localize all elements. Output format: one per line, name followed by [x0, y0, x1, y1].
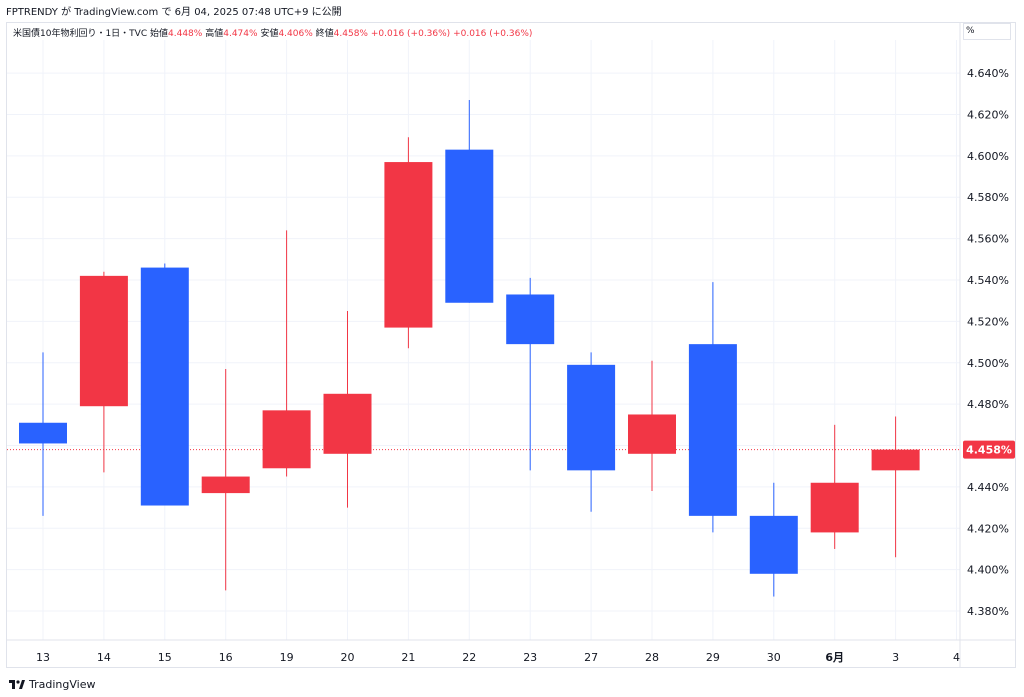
open-value: 4.448%	[168, 29, 203, 39]
candle-body	[140, 267, 189, 506]
x-tick-label: 21	[401, 651, 415, 664]
candle-body	[567, 364, 616, 471]
candle-body	[384, 162, 433, 328]
last-price-tag-label: 4.458%	[966, 444, 1012, 457]
change-value-2: +0.016 (+0.36%)	[453, 29, 533, 39]
close-label: 終値	[315, 29, 334, 39]
y-tick-label: 4.580%	[967, 191, 1009, 204]
y-tick-label: 4.440%	[967, 481, 1009, 494]
candle-body	[810, 482, 859, 533]
x-tick-label: 29	[706, 651, 720, 664]
open-label: 始値	[150, 29, 169, 39]
x-tick-label: 22	[462, 651, 476, 664]
high-value: 4.474%	[223, 29, 258, 39]
y-tick-label: 4.500%	[967, 357, 1009, 370]
x-tick-label: 6月	[825, 651, 844, 664]
y-tick-label: 4.540%	[967, 274, 1009, 287]
x-tick-label: 14	[97, 651, 111, 664]
x-tick-label: 30	[767, 651, 781, 664]
candle-body	[262, 410, 311, 469]
x-tick-label: 20	[341, 651, 355, 664]
high-label: 高値	[205, 29, 224, 39]
close-value: 4.458%	[333, 29, 368, 39]
candle-body	[749, 515, 798, 574]
candle-body	[506, 294, 555, 345]
low-value: 4.406%	[278, 29, 313, 39]
ohlc-legend: 米国債10年物利回り・1日・TVC 始値4.448% 高値4.474% 安値4.…	[13, 26, 532, 39]
y-tick-label: 4.560%	[967, 233, 1009, 246]
x-tick-label: 27	[584, 651, 598, 664]
unit-label: %	[966, 26, 975, 36]
x-tick-label: 4	[953, 651, 960, 664]
candle-body	[79, 275, 128, 407]
publish-caption: FPTRENDY が TradingView.com で 6月 04, 2025…	[6, 7, 342, 18]
y-tick-label: 4.420%	[967, 522, 1009, 535]
y-tick-label: 4.620%	[967, 108, 1009, 121]
x-tick-label: 13	[36, 651, 50, 664]
y-tick-label: 4.380%	[967, 605, 1009, 618]
tradingview-logo-icon	[9, 679, 25, 689]
candle-body	[19, 422, 67, 444]
x-tick-label: 23	[523, 651, 537, 664]
y-tick-label: 4.600%	[967, 150, 1009, 163]
candle-body	[688, 344, 737, 516]
unit-toggle-button[interactable]	[963, 23, 1011, 40]
x-tick-label: 16	[219, 651, 233, 664]
x-tick-label: 15	[158, 651, 172, 664]
y-tick-label: 4.400%	[967, 564, 1009, 577]
candle-body	[871, 449, 920, 471]
candle-body	[445, 149, 494, 303]
x-tick-label: 28	[645, 651, 659, 664]
candle-body	[201, 476, 250, 494]
y-tick-label: 4.480%	[967, 398, 1009, 411]
x-tick-label: 3	[892, 651, 899, 664]
candle-body	[628, 414, 676, 454]
x-tick-label: 19	[280, 651, 294, 664]
last-price-tag	[963, 440, 1015, 459]
symbol-label[interactable]: 米国債10年物利回り・1日・TVC	[13, 29, 148, 39]
low-label: 安値	[260, 29, 279, 39]
y-tick-label: 4.520%	[967, 315, 1009, 328]
candle-body	[323, 393, 372, 454]
chart-frame	[6, 22, 1016, 668]
tradingview-logo[interactable]: TradingView	[9, 678, 95, 691]
y-tick-label: 4.640%	[967, 67, 1009, 80]
change-value: +0.016 (+0.36%)	[370, 29, 451, 39]
tradingview-brand-text: TradingView	[29, 678, 96, 691]
